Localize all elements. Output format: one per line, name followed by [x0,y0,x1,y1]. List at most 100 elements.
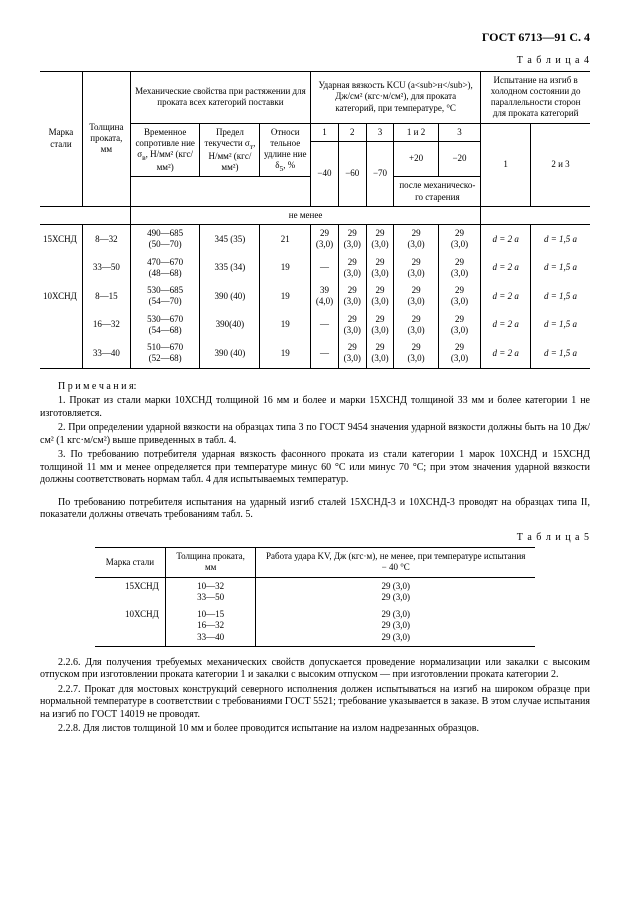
notes-block: П р и м е ч а н и я: 1. Прокат из стали … [40,381,590,487]
note-3: 3. По требованию потребителя ударная вяз… [40,449,590,487]
t4-temp: 470—670(48—68) [130,254,200,283]
t4-v2: 29(3,0) [338,254,366,283]
t4-v2: 29(3,0) [338,282,366,311]
t4-b23: d = 1,5 a [531,339,590,368]
t4-b23: d = 1,5 a [531,311,590,340]
t4-b23: d = 1,5 a [531,225,590,254]
t4-thick: 8—32 [82,225,130,254]
t4-v5: 29(3,0) [438,311,481,340]
th-yield-txt: Предел текучести σт, Н/мм² (кгс/мм²) [205,127,256,173]
th-blank [130,177,310,207]
th-blank2 [40,206,130,224]
th-elong: Относи тельное удлине ние δ5, % [260,123,311,177]
th-temp: Временное сопротивле ние σв, Н/мм² (кгс/… [130,123,200,177]
t5-thick: Толщина проката, мм [165,548,256,578]
t4-elong: 19 [260,282,311,311]
t4-v2: 29(3,0) [338,311,366,340]
t5-thick: 10—1516—3233—40 [165,606,256,646]
th-mech: Механические свойства при растяжении для… [130,71,310,123]
th-c1: 1 [311,123,339,141]
t4-elong: 19 [260,339,311,368]
th-blank3 [481,206,590,224]
para-227: 2.2.7. Прокат для мостовых конструкций с… [40,684,590,722]
t4-v2: 29(3,0) [338,339,366,368]
th-bend: Испытание на изгиб в холодном состоянии … [481,71,590,123]
th-b23: 2 и 3 [531,123,590,206]
t5-kv: 29 (3,0)29 (3,0)29 (3,0) [256,606,535,646]
th-impact: Ударная вязкость KCU (a<sub>н</sub>), Дж… [311,71,481,123]
t4-b1: d = 2 a [481,311,531,340]
t4-v1: — [311,254,339,283]
th-aging: после механическо-го старения [394,177,481,207]
t4-v1: — [311,339,339,368]
th-thick: Толщина проката, мм [82,71,130,206]
t4-v4: 29(3,0) [394,282,438,311]
t4-yield: 345 (35) [200,225,260,254]
t4-thick: 16—32 [82,311,130,340]
t4-v4: 29(3,0) [394,225,438,254]
t4-b23: d = 1,5 a [531,282,590,311]
t4-thick: 8—15 [82,282,130,311]
t4-b23: d = 1,5 a [531,254,590,283]
para-228: 2.2.8. Для листов толщиной 10 мм и более… [40,723,590,736]
t4-yield: 390 (40) [200,282,260,311]
t4-v3: 29(3,0) [366,225,394,254]
th-mark: Марка стали [40,71,82,206]
t4-b1: d = 2 a [481,339,531,368]
t4-mark [40,339,82,368]
t5-mark: 10ХСНД [95,606,165,646]
t4-v4: 29(3,0) [394,254,438,283]
bottom-paragraphs: 2.2.6. Для получения требуемых механичес… [40,657,590,736]
table5-label: Т а б л и ц а 5 [40,532,590,545]
t4-temp: 490—685(50—70) [130,225,200,254]
mid-paragraph: По требованию потребителя испытания на у… [40,497,590,522]
t4-v5: 29(3,0) [438,225,481,254]
t4-v5: 29(3,0) [438,339,481,368]
t4-v5: 29(3,0) [438,254,481,283]
t4-thick: 33—40 [82,339,130,368]
th-notless: не менее [130,206,480,224]
t4-v4: 29(3,0) [394,339,438,368]
th-tp20: +20 [394,141,438,177]
t4-yield: 390 (40) [200,339,260,368]
t4-thick: 33—50 [82,254,130,283]
note-2: 2. При определении ударной вязкости на о… [40,422,590,447]
t4-b1: d = 2 a [481,225,531,254]
t4-elong: 21 [260,225,311,254]
t4-b1: d = 2 a [481,282,531,311]
notes-title: П р и м е ч а н и я: [40,381,590,394]
t4-v1: 39(4,0) [311,282,339,311]
t4-v1: — [311,311,339,340]
t4-temp: 510—670(52—68) [130,339,200,368]
th-c3: 3 [366,123,394,141]
t4-yield: 335 (34) [200,254,260,283]
th-t60: −60 [338,141,366,206]
th-b1: 1 [481,123,531,206]
t5-thick: 10—3233—50 [165,577,256,606]
t4-temp: 530—685(54—70) [130,282,200,311]
t4-v3: 29(3,0) [366,339,394,368]
th-tm20: −20 [438,141,481,177]
page-header: ГОСТ 6713—91 С. 4 [40,30,590,45]
t4-v1: 29(3,0) [311,225,339,254]
t4-mark: 10ХСНД [40,282,82,311]
t4-b1: d = 2 a [481,254,531,283]
t5-kv: Работа удара KV, Дж (кгс·м), не менее, п… [256,548,535,578]
th-temp-txt: Временное сопротивле ние σв, Н/мм² (кгс/… [135,127,194,173]
t4-mark [40,311,82,340]
t4-mark: 15ХСНД [40,225,82,254]
t4-v3: 29(3,0) [366,282,394,311]
table4: Марка стали Толщина проката, мм Механиче… [40,71,590,369]
t5-kv: 29 (3,0)29 (3,0) [256,577,535,606]
t4-yield: 390(40) [200,311,260,340]
th-t40: −40 [311,141,339,206]
table5: Марка стали Толщина проката, мм Работа у… [95,547,535,647]
th-yield: Предел текучести σт, Н/мм² (кгс/мм²) [200,123,260,177]
t4-v4: 29(3,0) [394,311,438,340]
t4-temp: 530—670(54—68) [130,311,200,340]
t4-mark [40,254,82,283]
th-c3b: 3 [438,123,481,141]
t4-elong: 19 [260,311,311,340]
th-c12: 1 и 2 [394,123,438,141]
para-226: 2.2.6. Для получения требуемых механичес… [40,657,590,682]
